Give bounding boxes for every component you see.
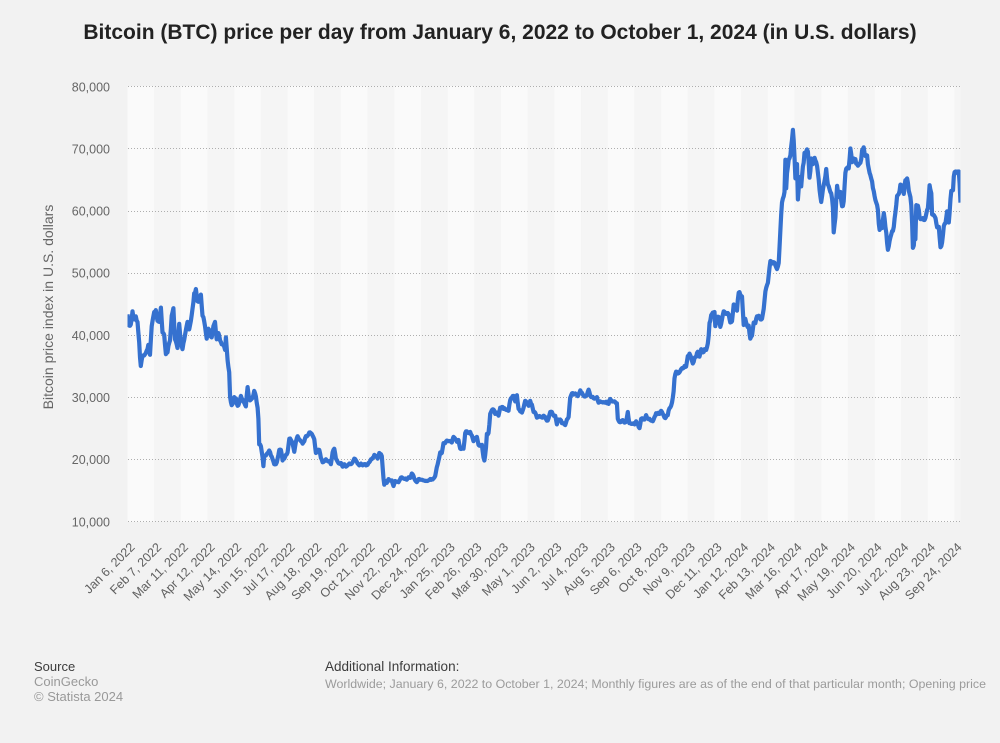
svg-text:10,000: 10,000	[72, 515, 110, 529]
svg-text:30,000: 30,000	[72, 391, 110, 405]
svg-text:Bitcoin price index in U.S. do: Bitcoin price index in U.S. dollars	[40, 205, 56, 410]
svg-text:80,000: 80,000	[72, 80, 110, 94]
svg-text:60,000: 60,000	[72, 205, 110, 219]
svg-text:50,000: 50,000	[72, 267, 110, 281]
svg-text:20,000: 20,000	[72, 453, 110, 467]
svg-text:40,000: 40,000	[72, 329, 110, 343]
svg-text:70,000: 70,000	[72, 142, 110, 156]
